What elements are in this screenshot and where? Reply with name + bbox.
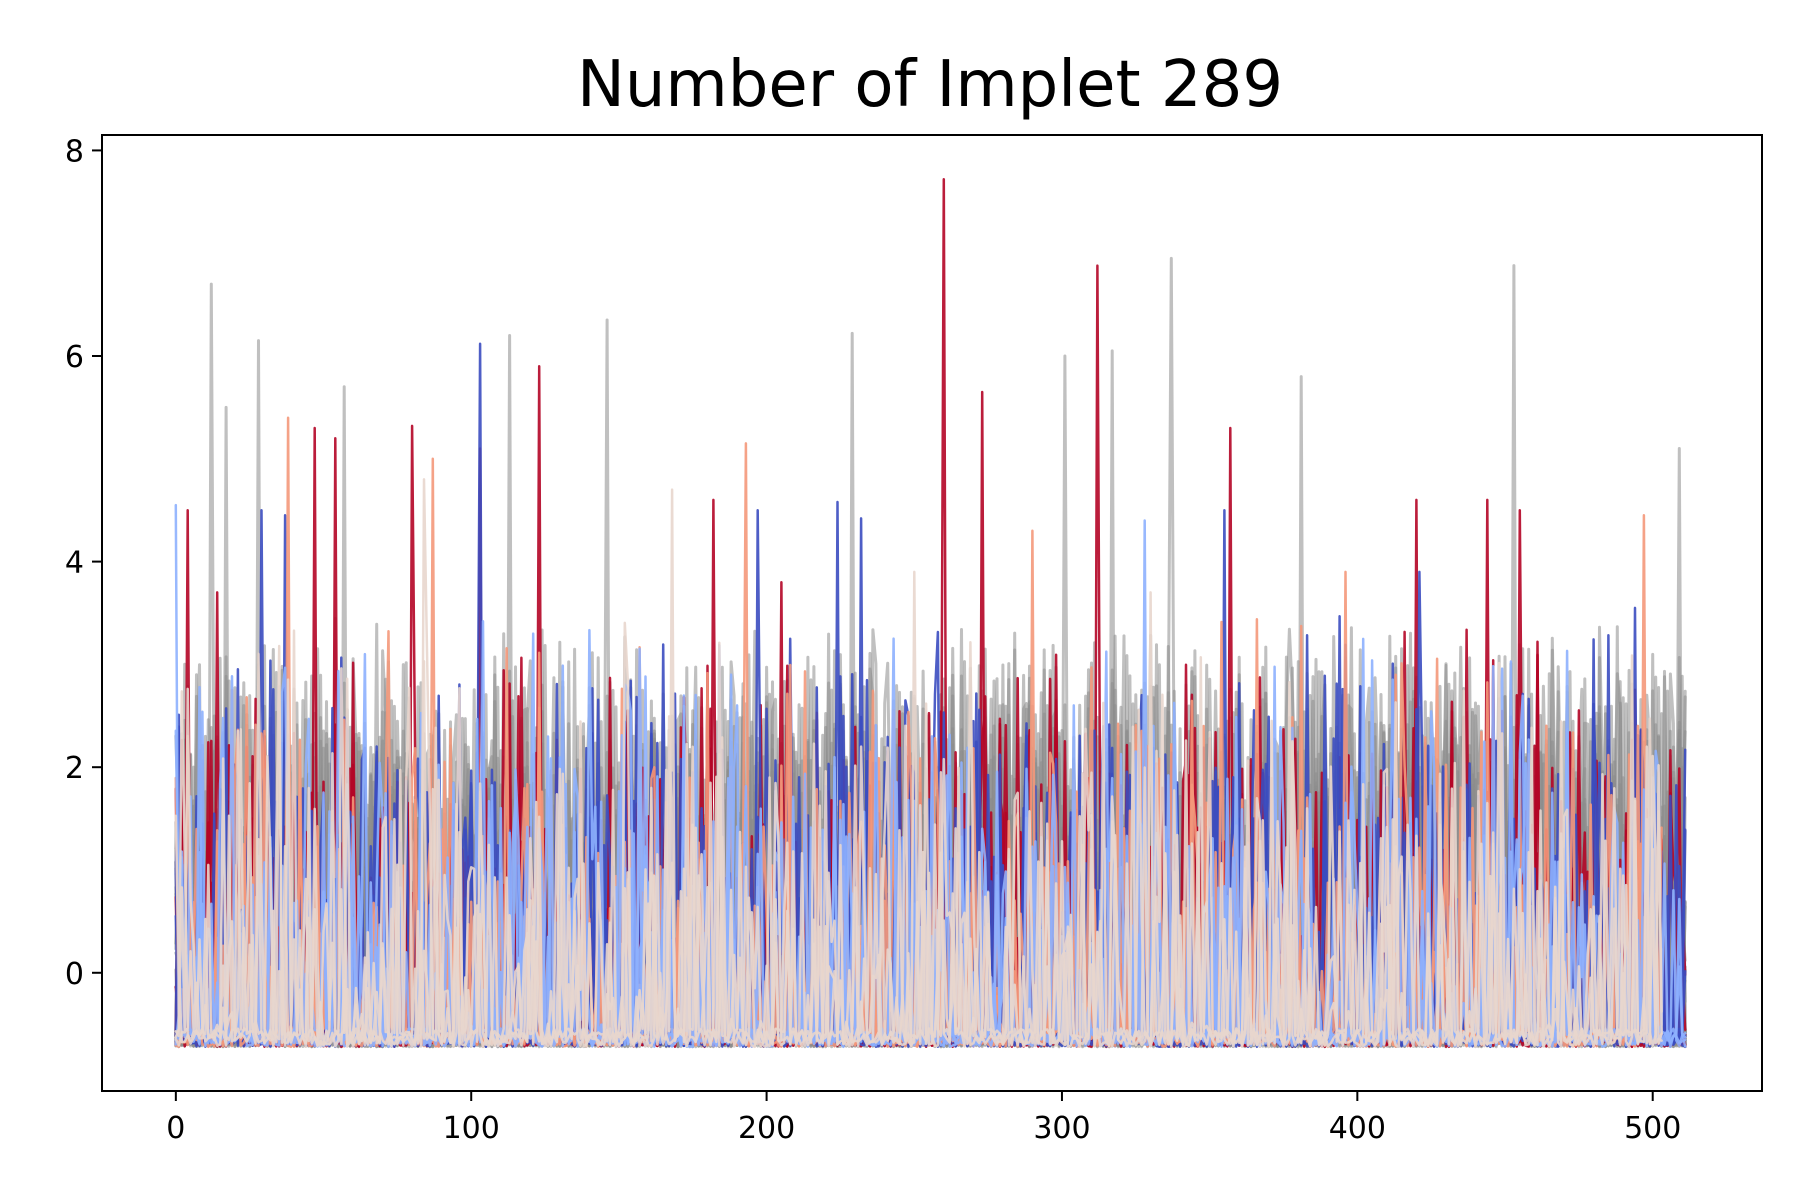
x-tick-label: 300 <box>1033 1111 1090 1146</box>
y-tick-label: 8 <box>65 134 84 169</box>
x-tick-label: 400 <box>1329 1111 1386 1146</box>
series-layer <box>174 177 1687 1049</box>
y-tick-label: 4 <box>65 546 84 581</box>
x-tick-label: 100 <box>443 1111 500 1146</box>
highlight-series-line <box>174 640 1663 1049</box>
highlight-series-line <box>174 621 1663 1049</box>
y-tick-label: 2 <box>65 751 84 786</box>
x-tick-label: 200 <box>738 1111 795 1146</box>
chart-title: Number of Implet 289 <box>577 48 1283 122</box>
plot-area-frame <box>101 134 1763 1092</box>
x-tick-label: 0 <box>166 1111 185 1146</box>
y-tick-label: 6 <box>65 340 84 375</box>
y-axis: 0 2 4 6 8 <box>65 134 102 992</box>
x-axis: 0 100 200 300 400 500 <box>166 1091 1681 1146</box>
x-tick-label: 500 <box>1624 1111 1681 1146</box>
y-tick-label: 0 <box>65 957 84 992</box>
